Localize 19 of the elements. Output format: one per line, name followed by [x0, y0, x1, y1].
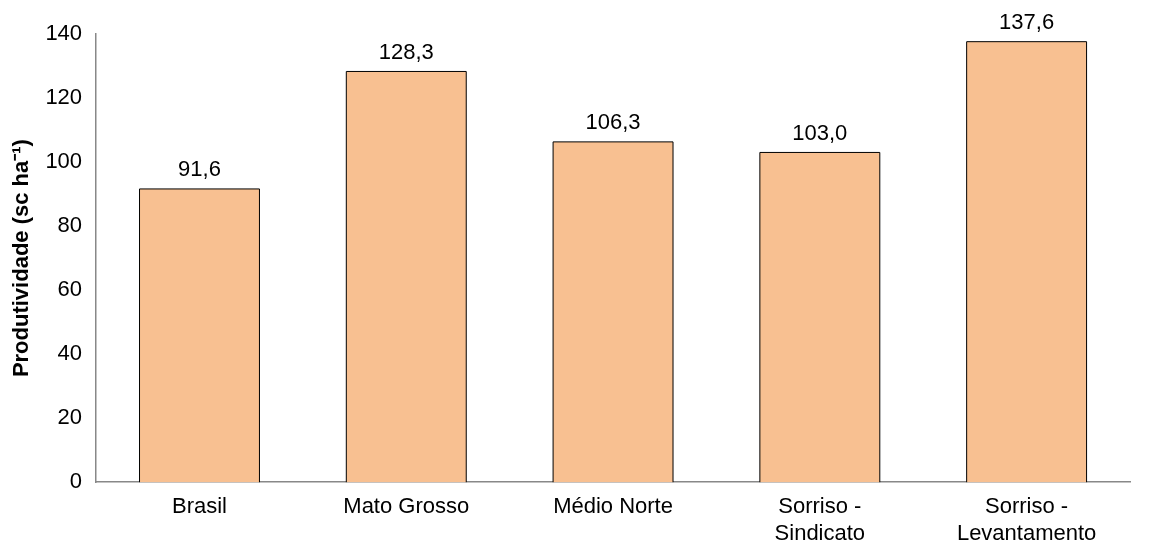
data-label: 106,3	[585, 108, 641, 134]
y-tick-label: 100	[45, 148, 83, 174]
y-tick-label: 80	[57, 212, 83, 238]
y-axis-title: Produtividade (sc ha⁻¹)	[8, 139, 34, 378]
x-tick-label: Mato Grosso	[343, 493, 470, 519]
x-tick-label: Médio Norte	[553, 493, 673, 519]
x-tick-label: Sorriso - Levantamento	[956, 493, 1097, 545]
data-label: 91,6	[178, 156, 221, 182]
data-label: 103,0	[792, 119, 848, 145]
y-tick-label: 140	[45, 20, 83, 46]
y-tick-label: 60	[57, 276, 83, 302]
y-tick-label: 120	[45, 84, 83, 110]
data-label: 128,3	[378, 38, 434, 64]
x-tick-label: Brasil	[171, 493, 227, 519]
y-tick-label: 20	[57, 404, 83, 430]
x-tick-label: Sorriso - Sindicato	[774, 493, 866, 545]
data-label: 137,6	[999, 8, 1055, 34]
y-tick-label: 0	[69, 468, 83, 494]
y-tick-label: 40	[57, 340, 83, 366]
